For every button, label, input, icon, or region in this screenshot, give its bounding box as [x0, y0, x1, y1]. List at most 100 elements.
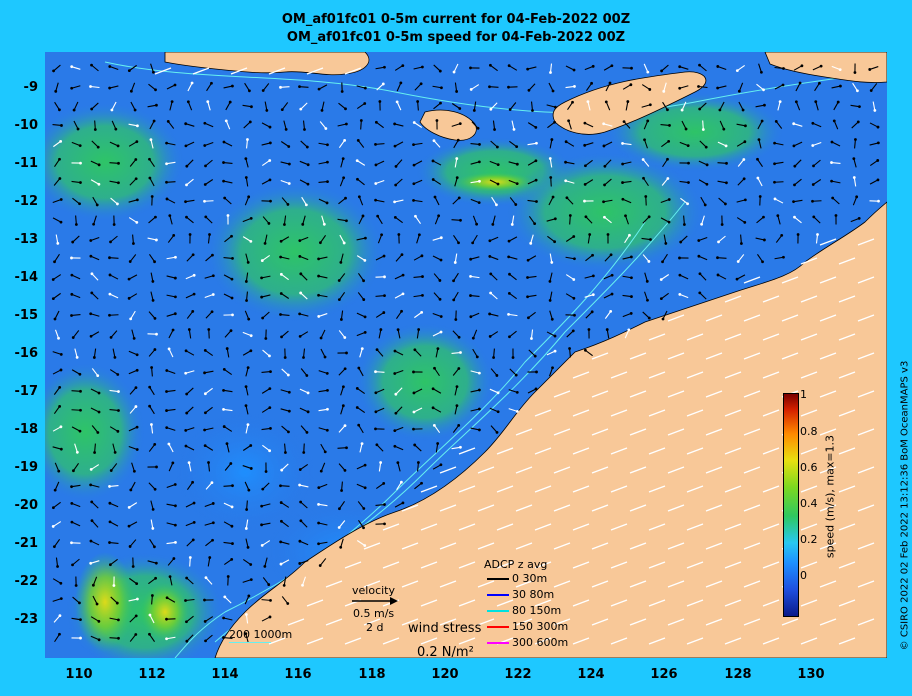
current-arrow-head: [210, 81, 213, 85]
current-arrow: [528, 349, 536, 357]
current-arrow-head: [583, 143, 587, 147]
current-arrow: [187, 82, 193, 92]
wind-arrow: [857, 352, 875, 360]
wind-arrow: [724, 447, 742, 455]
current-arrow-head: [152, 119, 156, 123]
adcp-legend-row: 80 150m: [487, 604, 561, 618]
current-arrow: [129, 634, 137, 642]
current-arrow-head: [816, 233, 819, 236]
current-arrow: [584, 179, 594, 185]
current-arrow-head: [660, 69, 663, 73]
current-arrow: [869, 160, 879, 166]
current-arrow: [318, 389, 328, 393]
current-arrow-head: [298, 334, 302, 338]
current-arrow: [242, 579, 252, 583]
current-arrow: [853, 177, 857, 187]
current-arrow-head: [203, 183, 207, 186]
current-arrow-head: [148, 613, 152, 617]
current-arrow-head: [379, 328, 383, 331]
wind-arrow: [591, 466, 609, 474]
current-arrow-head: [344, 196, 347, 200]
current-arrow-head: [394, 164, 398, 168]
current-arrow-head: [90, 272, 94, 276]
current-arrow-head: [117, 636, 120, 640]
current-arrow-head: [244, 632, 248, 636]
current-arrow-head: [792, 122, 796, 126]
colorbar-label: speed (m/s), max=1.3: [823, 434, 837, 559]
current-arrow: [417, 101, 419, 111]
current-arrow: [432, 464, 442, 470]
current-arrow: [624, 234, 630, 244]
current-arrow-head: [704, 145, 708, 149]
current-arrow: [490, 273, 498, 281]
current-arrow-head: [551, 195, 555, 199]
current-arrow-head: [436, 347, 440, 350]
current-arrow-head: [412, 163, 416, 167]
current-arrow-head: [648, 103, 652, 107]
current-arrow-head: [97, 638, 101, 642]
current-arrow: [850, 104, 860, 108]
current-arrow-head: [135, 221, 139, 224]
wind-arrow: [382, 637, 400, 645]
current-arrow-head: [435, 119, 439, 122]
current-arrow: [186, 216, 194, 224]
current-arrow-head: [471, 336, 475, 340]
current-arrow: [318, 408, 328, 412]
current-arrow-head: [393, 122, 397, 126]
wind-arrow: [192, 67, 210, 75]
current-arrow: [261, 540, 271, 546]
current-arrow-head: [192, 501, 196, 505]
current-arrow-head: [326, 180, 329, 183]
current-arrow-head: [743, 198, 747, 202]
current-arrow: [375, 199, 385, 203]
wind-arrow: [572, 523, 590, 531]
current-arrow: [299, 179, 309, 185]
current-arrow-head: [742, 177, 746, 181]
wind-arrow: [819, 352, 837, 360]
current-arrow-head: [54, 89, 58, 93]
current-arrow: [166, 369, 176, 375]
current-arrow-head: [222, 179, 225, 183]
current-arrow-head: [286, 373, 290, 377]
current-arrow: [71, 274, 81, 280]
current-arrow-head: [608, 81, 612, 85]
current-arrow-head: [701, 128, 705, 131]
current-arrow: [794, 216, 802, 224]
current-arrow: [700, 196, 706, 206]
wind-arrow: [762, 523, 780, 531]
current-arrow: [453, 63, 459, 73]
current-arrow-head: [584, 164, 587, 168]
current-arrow: [493, 348, 495, 358]
current-arrow: [204, 179, 214, 185]
current-arrow: [642, 311, 650, 319]
current-arrow: [644, 139, 648, 149]
current-arrow-head: [58, 385, 62, 389]
current-arrow-head: [127, 524, 131, 528]
current-arrow-head: [97, 163, 101, 167]
wind-arrow: [553, 466, 571, 474]
current-arrow-head: [588, 233, 592, 236]
current-arrow-head: [800, 64, 804, 68]
current-arrow: [110, 596, 118, 604]
current-arrow-head: [134, 158, 138, 161]
current-arrow-head: [832, 119, 836, 123]
current-arrow: [130, 481, 136, 491]
current-arrow-head: [134, 177, 138, 181]
current-arrow-head: [508, 272, 511, 276]
current-arrow-head: [306, 182, 310, 186]
current-arrow: [300, 273, 308, 281]
current-arrow: [603, 199, 613, 203]
current-arrow-head: [188, 556, 192, 559]
current-arrow-head: [210, 310, 214, 314]
current-arrow-head: [58, 632, 61, 636]
current-arrow: [186, 634, 194, 642]
current-arrow: [281, 520, 289, 528]
current-arrow-head: [475, 355, 479, 359]
current-arrow: [299, 540, 309, 546]
current-arrow-head: [399, 480, 403, 484]
current-arrow-head: [79, 161, 82, 165]
current-arrow-head: [572, 296, 576, 300]
current-arrow-head: [667, 198, 671, 201]
current-arrow: [71, 141, 81, 147]
current-arrow: [413, 160, 423, 166]
